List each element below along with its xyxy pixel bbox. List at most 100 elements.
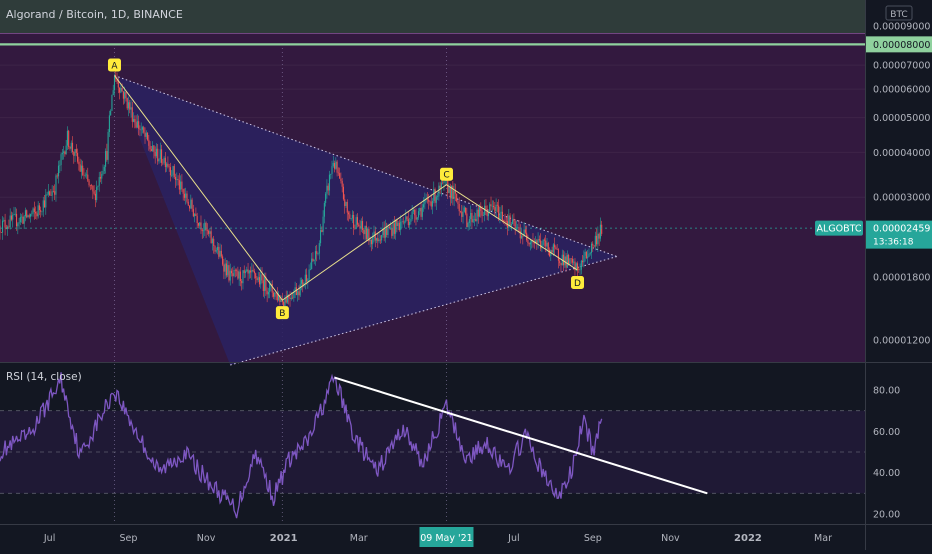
candle <box>496 201 498 213</box>
candle <box>122 90 124 105</box>
pattern-label-c: C <box>439 167 453 181</box>
candle <box>40 206 42 218</box>
candle <box>42 196 44 217</box>
candle <box>398 219 400 232</box>
candle <box>7 225 9 236</box>
candle <box>148 135 150 151</box>
candle <box>317 252 319 256</box>
candle <box>501 205 504 223</box>
candle <box>439 181 441 195</box>
candle <box>61 148 63 160</box>
candle <box>381 234 383 244</box>
price-tick-label: 0.00001200 <box>873 336 930 347</box>
candle <box>188 205 191 212</box>
candle <box>335 157 337 170</box>
candle <box>453 183 455 207</box>
candle <box>45 188 47 215</box>
candle <box>271 280 273 298</box>
candle <box>204 219 206 237</box>
candle <box>307 278 309 289</box>
candle <box>331 160 333 179</box>
candle <box>546 237 548 252</box>
candle <box>228 261 230 283</box>
rsi-title: RSI (14, close) <box>6 371 82 383</box>
candle <box>113 73 116 97</box>
candle <box>513 213 515 226</box>
candle <box>50 189 52 196</box>
candle <box>79 158 81 172</box>
candle <box>230 268 233 277</box>
candle <box>431 198 434 215</box>
time-tick-label: Sep <box>584 533 602 544</box>
time-tick-label: 2021 <box>270 533 298 544</box>
candle <box>37 201 39 219</box>
candle <box>350 217 352 221</box>
candle <box>311 252 313 270</box>
candle <box>456 193 458 203</box>
candle <box>17 222 19 235</box>
candle <box>512 214 514 225</box>
candle <box>201 228 203 239</box>
candle <box>196 212 198 229</box>
candle <box>216 241 219 255</box>
candle <box>321 226 323 233</box>
candle <box>177 175 179 186</box>
candle <box>186 190 188 204</box>
time-tick-label: Mar <box>350 533 368 544</box>
pattern-label-d: D <box>571 276 585 290</box>
candle <box>250 266 252 279</box>
candle <box>593 245 595 248</box>
candle <box>393 216 395 239</box>
candle <box>374 226 376 248</box>
candle <box>192 204 194 218</box>
candle <box>70 140 72 153</box>
candle <box>162 158 164 166</box>
candle <box>415 208 417 226</box>
candle <box>163 155 165 165</box>
candle <box>185 187 187 205</box>
candle <box>234 268 236 278</box>
price-tick-label: 0.00001800 <box>873 272 930 283</box>
candle <box>169 162 172 182</box>
candle <box>199 222 201 229</box>
candle <box>96 180 98 203</box>
candle <box>466 207 468 228</box>
candle <box>419 207 421 216</box>
candle <box>489 202 491 214</box>
candle <box>345 201 347 208</box>
candle <box>424 192 426 210</box>
candle <box>141 125 144 134</box>
time-highlight-label: 09 May '21 <box>420 533 472 544</box>
candle <box>266 287 268 303</box>
candle <box>60 152 62 172</box>
candle <box>313 259 315 265</box>
candle <box>110 109 112 116</box>
candle <box>365 221 367 241</box>
rsi-axis: 80.00 60.00 40.00 20.00 <box>873 386 900 521</box>
candle <box>523 222 525 237</box>
candle <box>475 213 477 222</box>
candle <box>349 211 351 220</box>
candle <box>559 257 561 266</box>
candle <box>57 160 60 184</box>
candle <box>208 229 210 237</box>
candle <box>258 272 261 288</box>
pattern-label-b: B <box>275 306 289 320</box>
candle <box>582 254 584 267</box>
candle <box>215 247 217 254</box>
candle <box>355 214 357 230</box>
pattern-label-text: B <box>279 309 285 319</box>
rsi-tick-label: 60.00 <box>873 427 900 438</box>
candle <box>592 241 594 252</box>
candle <box>243 265 245 279</box>
abcd-pattern-line <box>114 75 578 301</box>
price-tick-label: 0.00006000 <box>873 85 930 96</box>
candles <box>0 70 603 310</box>
candle <box>391 224 393 239</box>
candle <box>8 219 10 230</box>
candle <box>214 245 216 255</box>
candle <box>236 268 238 277</box>
candle <box>298 285 300 300</box>
candle <box>265 272 267 296</box>
last-price-tag: ALGOBTC 0.00002459 13:36:18 <box>815 220 932 249</box>
